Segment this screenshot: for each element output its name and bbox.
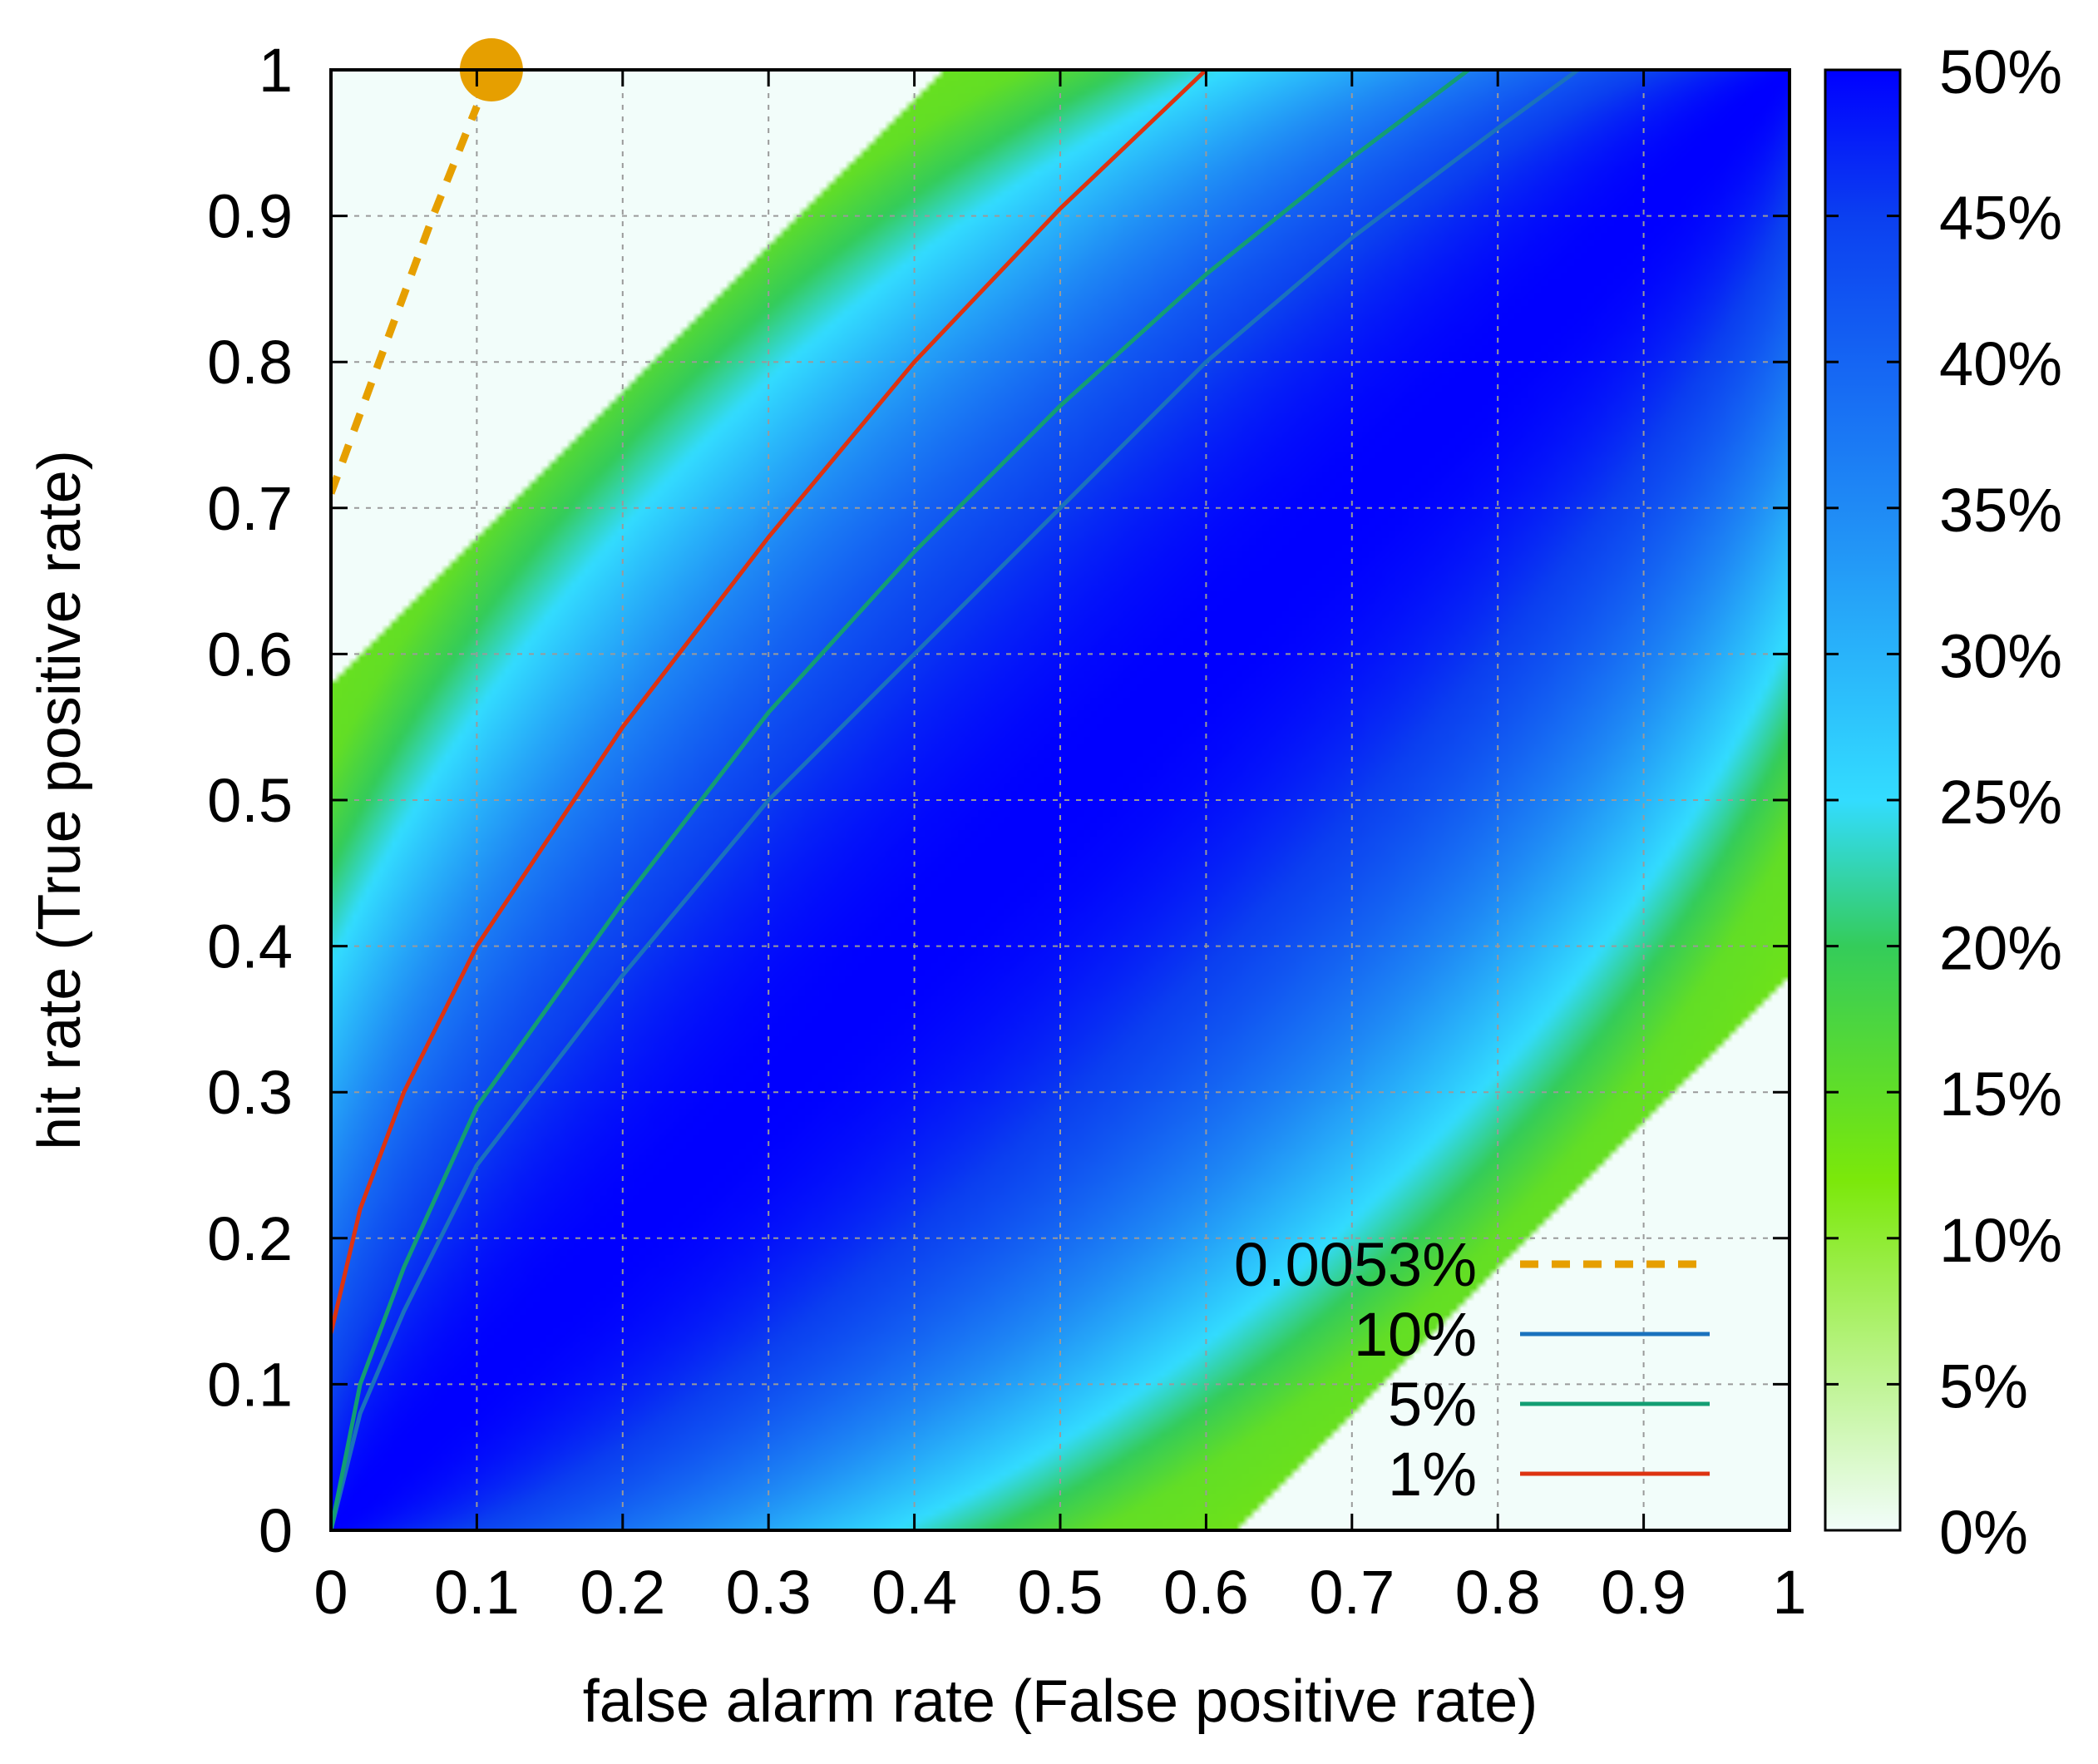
colorbar-tick-label: 10% (1939, 1206, 2062, 1275)
x-tick-label: 0.6 (1163, 1558, 1249, 1627)
colorbar-tick-label: 30% (1939, 621, 2062, 690)
x-tick-label: 0.8 (1455, 1558, 1541, 1627)
legend-label-10: 10% (1354, 1300, 1477, 1369)
y-axis-label: hit rate (True positive rate) (27, 450, 93, 1150)
colorbar-tick-label: 15% (1939, 1060, 2062, 1129)
colorbar-tick-label: 35% (1939, 476, 2062, 545)
y-tick-label: 0.8 (207, 328, 293, 397)
colorbar-tick-label: 25% (1939, 768, 2062, 837)
x-tick-label: 0.4 (871, 1558, 957, 1627)
legend: 0.0053%10%5%1% (1234, 1230, 1710, 1509)
x-axis-label: false alarm rate (False positive rate) (583, 1668, 1538, 1735)
legend-label-1: 1% (1388, 1440, 1477, 1509)
heatmap-layer (331, 70, 1789, 1530)
y-tick-label: 0.7 (207, 474, 293, 543)
heatmap-image (331, 70, 1789, 1530)
y-tick-label: 0.2 (207, 1204, 293, 1273)
y-tick-label: 0.3 (207, 1058, 293, 1127)
x-tick-label: 1 (1772, 1558, 1806, 1627)
y-tick-label: 0.6 (207, 620, 293, 689)
y-tick-label: 0 (259, 1496, 293, 1565)
x-tick-label: 0.2 (580, 1558, 665, 1627)
ticks-layer: 0 0.1 0.2 0.3 0.4 0.5 0.6 0.7 0.8 0.9 1 0 0.1 0.2 0.3 0… (207, 36, 1806, 1627)
x-tick-label: 0 (313, 1558, 348, 1627)
y-tick-label: 1 (259, 36, 293, 105)
x-tick-label: 0.5 (1018, 1558, 1103, 1627)
colorbar-tick-label: 5% (1939, 1351, 2028, 1421)
colorbar-tick-label: 40% (1939, 329, 2062, 398)
colorbar-tick-label: 0% (1939, 1498, 2028, 1567)
y-tick-label: 0.1 (207, 1350, 293, 1419)
colorbar-tick-label: 45% (1939, 184, 2062, 253)
x-tick-label: 0.7 (1309, 1558, 1395, 1627)
y-tick-label: 0.9 (207, 182, 293, 251)
colorbar-tick-label: 50% (1939, 37, 2062, 106)
series-line-10 (331, 70, 1580, 1530)
grid-layer (331, 70, 1789, 1530)
legend-label-5: 5% (1388, 1370, 1477, 1439)
x-tick-label: 0.1 (434, 1558, 520, 1627)
series-line-0-0053 (331, 105, 481, 495)
x-tick-label: 0.3 (726, 1558, 812, 1627)
series-line-5 (331, 70, 1470, 1530)
x-tick-label: 0.9 (1601, 1558, 1686, 1627)
y-tick-label: 0.5 (207, 766, 293, 835)
series-line-1 (331, 70, 1208, 1334)
y-tick-label: 0.4 (207, 912, 293, 981)
legend-label-0-0053: 0.0053% (1234, 1230, 1477, 1299)
colorbar-tick-label: 20% (1939, 914, 2062, 983)
colorbar: 0% 5% 10% 15% 20% 25% 30% 35% 40% 45% 50% (1824, 37, 2062, 1567)
